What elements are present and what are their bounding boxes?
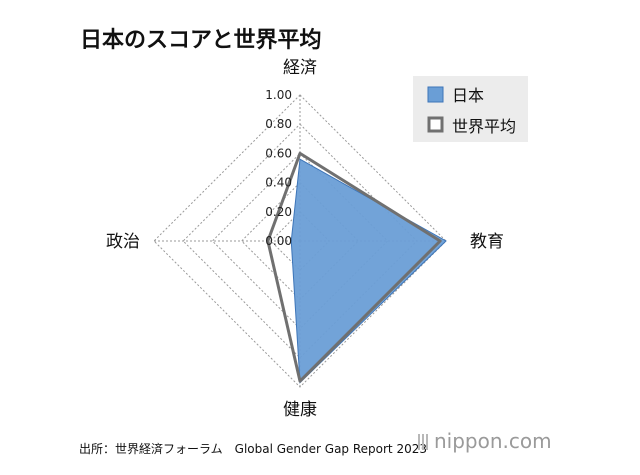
radar-tick-labels: 1.00 0.80 0.60 0.40 0.20 0.00 — [265, 88, 292, 248]
axis-label: 教育 — [470, 232, 504, 252]
brand-name: nippon — [434, 429, 503, 453]
tick-label: 0.80 — [265, 117, 292, 131]
tick-label: 0.00 — [265, 234, 292, 248]
axis-label: 経済 — [283, 58, 317, 78]
tick-label: 1.00 — [265, 88, 292, 102]
radar-series — [266, 151, 447, 384]
legend-label: 世界平均 — [452, 117, 516, 136]
legend-swatch-world — [427, 116, 444, 133]
axis-label: 健康 — [283, 400, 317, 420]
legend-swatch-japan — [427, 86, 444, 103]
chart-title: 日本のスコアと世界平均 — [80, 28, 322, 53]
grid-ring — [270, 211, 330, 271]
series-polygon-world — [266, 151, 442, 383]
tick-label: 0.20 — [265, 205, 292, 219]
brand-bars-icon — [418, 431, 430, 455]
brand-suffix: .com — [502, 429, 552, 453]
grid-ring — [211, 152, 389, 330]
legend-label: 日本 — [452, 86, 484, 105]
tick-label: 0.40 — [265, 176, 292, 190]
axis-label: 政治 — [106, 232, 140, 252]
brand-logo: nippon.com — [418, 429, 552, 455]
tick-label: 0.60 — [265, 146, 292, 160]
source-note: 出所：世界経済フォーラム Global Gender Gap Report 20… — [79, 442, 427, 456]
